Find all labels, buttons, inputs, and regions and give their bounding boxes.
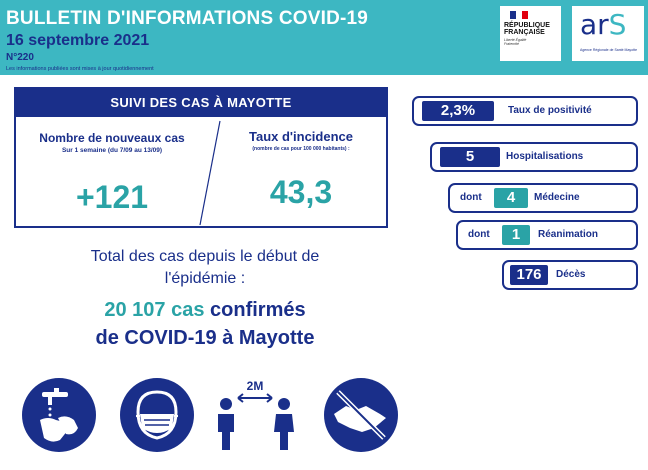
icu-value: 1 [502, 225, 530, 245]
positivity-indicator: 2,3% Taux de positivité [412, 96, 638, 126]
total-count: 20 107 cas [104, 299, 205, 321]
medicine-prefix: dont [460, 192, 482, 203]
update-note: Les informations publiées sont mises à j… [6, 66, 154, 72]
no-handshake-icon [324, 378, 398, 452]
positivity-value: 2,3% [422, 101, 494, 121]
positivity-label: Taux de positivité [508, 105, 592, 116]
icu-prefix: dont [468, 229, 490, 240]
hospital-label: Hospitalisations [506, 151, 584, 162]
cases-panel: SUIVI DES CAS À MAYOTTE Nombre de nouvea… [14, 87, 388, 228]
deaths-indicator: 176 Décès [502, 260, 638, 290]
total-confirmed: 20 107 cas confirmés de COVID-19 à Mayot… [95, 299, 315, 349]
incidence-sub: (nombre de cas pour 100 000 habitants) : [252, 146, 350, 152]
incidence-value: 43,3 [269, 174, 333, 210]
medicine-indicator: dont 4 Médecine [448, 183, 638, 213]
medicine-label: Médecine [534, 192, 580, 203]
medicine-value: 4 [494, 188, 528, 208]
republique-text: RÉPUBLIQUE FRANÇAISE [504, 22, 550, 36]
new-cases-label: Nombre de nouveaux cas [39, 131, 185, 145]
mask-icon [120, 378, 194, 452]
ars-wordmark: arS [580, 8, 627, 41]
icu-indicator: dont 1 Réanimation [456, 220, 638, 250]
total-intro: Total des cas depuis le début de l'épidé… [90, 248, 320, 287]
incidence-label: Taux d'incidence [249, 129, 353, 144]
deaths-label: Décès [556, 269, 586, 280]
motto-text: Liberté Égalité Fraternité [504, 38, 527, 46]
hand-washing-icon [22, 378, 96, 452]
french-flag-icon [510, 11, 528, 19]
bulletin-title: BULLETIN D'INFORMATIONS COVID-19 [6, 8, 369, 29]
header-banner: BULLETIN D'INFORMATIONS COVID-19 16 sept… [0, 0, 648, 75]
new-cases-period: Sur 1 semaine (du 7/09 au 13/09) [61, 147, 163, 154]
ars-logo: arS Agence Régionale de Santé Mayotte [572, 6, 644, 61]
new-cases-value: +121 [75, 179, 149, 215]
cases-panel-title: SUIVI DES CAS À MAYOTTE [16, 89, 386, 117]
deaths-value: 176 [510, 265, 548, 285]
hospital-indicator: 5 Hospitalisations [430, 142, 638, 172]
distance-label: 2M [247, 379, 264, 393]
bulletin-date: 16 septembre 2021 [6, 32, 150, 49]
republique-francaise-logo: RÉPUBLIQUE FRANÇAISE Liberté Égalité Fra… [500, 6, 561, 61]
panel-divider [199, 120, 221, 226]
ars-subtitle: Agence Régionale de Santé Mayotte [580, 48, 638, 52]
hospital-value: 5 [440, 147, 500, 167]
bulletin-number: N°220 [6, 52, 34, 63]
distance-2m-icon: 2M [218, 379, 294, 450]
icu-label: Réanimation [538, 229, 599, 240]
